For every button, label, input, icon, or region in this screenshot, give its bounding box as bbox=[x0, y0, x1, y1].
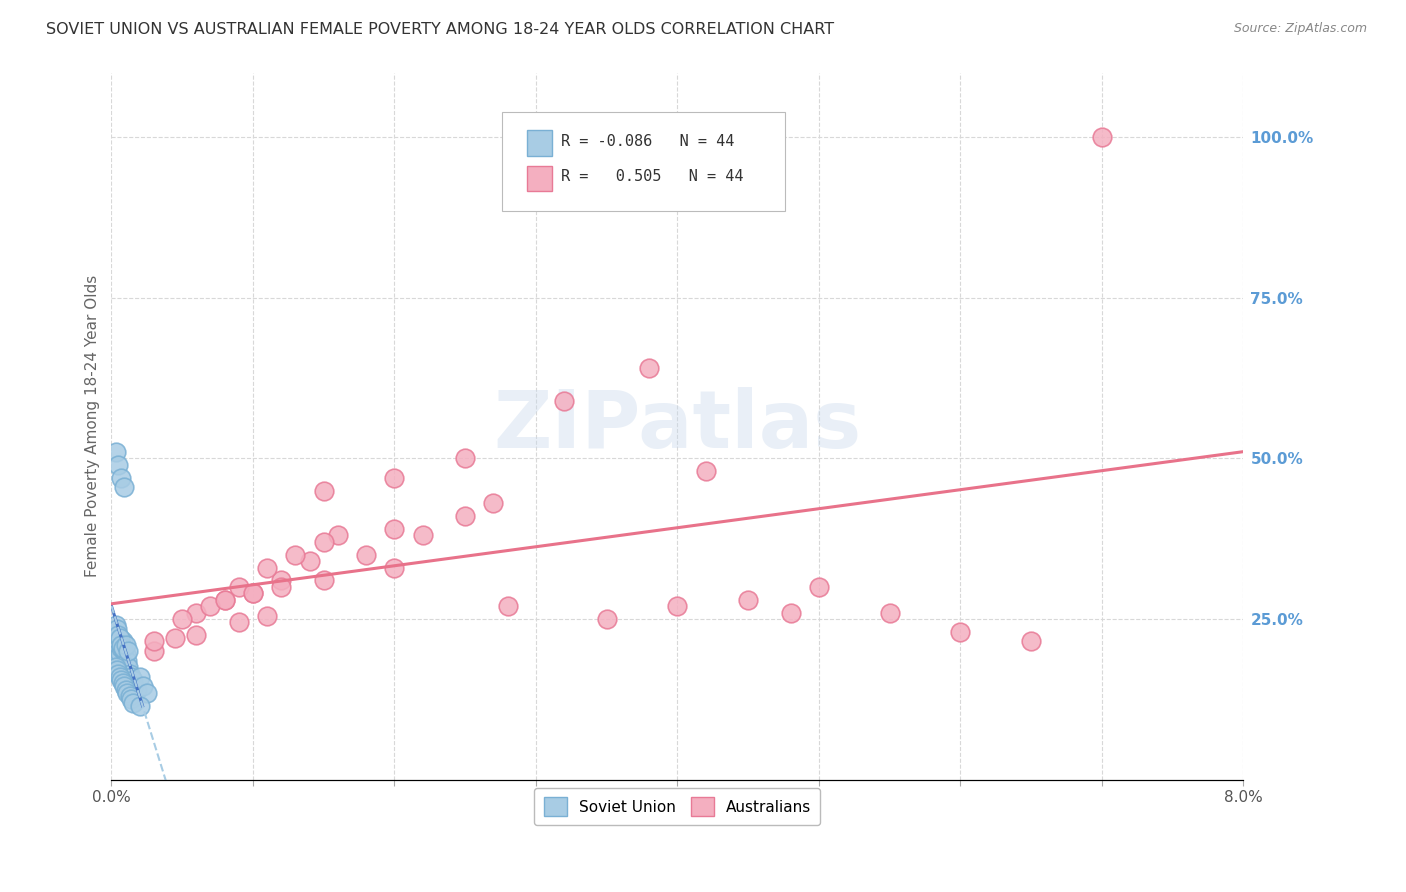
Point bbox=[120, 670, 142, 684]
Point bbox=[107, 666, 129, 681]
Point bbox=[228, 615, 250, 630]
Point bbox=[496, 599, 519, 614]
Point bbox=[242, 586, 264, 600]
Text: R = -0.086   N = 44: R = -0.086 N = 44 bbox=[561, 134, 734, 149]
Point bbox=[105, 664, 128, 678]
Point bbox=[112, 480, 135, 494]
Point bbox=[214, 592, 236, 607]
Point bbox=[638, 361, 661, 376]
Point bbox=[112, 680, 135, 694]
Text: ZIPatlas: ZIPatlas bbox=[494, 387, 862, 466]
Point bbox=[120, 692, 142, 706]
Point bbox=[384, 471, 406, 485]
Point bbox=[879, 606, 901, 620]
Point bbox=[104, 445, 127, 459]
Point bbox=[118, 666, 141, 681]
Point bbox=[107, 628, 129, 642]
Point bbox=[118, 689, 141, 703]
Bar bbox=[527, 166, 551, 191]
Point bbox=[105, 622, 128, 636]
Point bbox=[807, 580, 830, 594]
Point bbox=[142, 634, 165, 648]
Point bbox=[256, 608, 278, 623]
Point bbox=[186, 606, 208, 620]
Point bbox=[737, 592, 759, 607]
Point bbox=[165, 632, 187, 646]
Point bbox=[110, 471, 132, 485]
Point bbox=[128, 670, 150, 684]
Point bbox=[384, 522, 406, 536]
FancyBboxPatch shape bbox=[502, 112, 785, 211]
Text: R =   0.505   N = 44: R = 0.505 N = 44 bbox=[561, 169, 744, 185]
Point bbox=[114, 648, 136, 662]
Point bbox=[114, 682, 136, 697]
Point bbox=[326, 528, 349, 542]
Text: Source: ZipAtlas.com: Source: ZipAtlas.com bbox=[1233, 22, 1367, 36]
Point bbox=[666, 599, 689, 614]
Point bbox=[553, 393, 575, 408]
Point bbox=[384, 560, 406, 574]
Point bbox=[1019, 634, 1042, 648]
Point bbox=[228, 580, 250, 594]
Bar bbox=[527, 130, 551, 156]
Point bbox=[114, 638, 136, 652]
Point bbox=[110, 640, 132, 655]
Point bbox=[454, 451, 477, 466]
Point bbox=[108, 632, 131, 646]
Y-axis label: Female Poverty Among 18-24 Year Olds: Female Poverty Among 18-24 Year Olds bbox=[86, 275, 100, 577]
Point bbox=[103, 644, 125, 658]
Point bbox=[131, 680, 153, 694]
Point bbox=[200, 599, 222, 614]
Point bbox=[312, 483, 335, 498]
Point bbox=[104, 618, 127, 632]
Point bbox=[284, 548, 307, 562]
Point bbox=[412, 528, 434, 542]
Point bbox=[454, 509, 477, 524]
Point bbox=[105, 650, 128, 665]
Point bbox=[1091, 130, 1114, 145]
Point bbox=[172, 612, 194, 626]
Point bbox=[256, 560, 278, 574]
Legend: Soviet Union, Australians: Soviet Union, Australians bbox=[534, 788, 821, 825]
Point bbox=[111, 634, 134, 648]
Point bbox=[107, 654, 129, 668]
Point bbox=[482, 496, 505, 510]
Point bbox=[128, 698, 150, 713]
Point bbox=[270, 580, 292, 594]
Point bbox=[117, 644, 139, 658]
Point bbox=[596, 612, 619, 626]
Point bbox=[779, 606, 801, 620]
Point bbox=[186, 628, 208, 642]
Point bbox=[121, 673, 143, 687]
Point bbox=[112, 644, 135, 658]
Text: SOVIET UNION VS AUSTRALIAN FEMALE POVERTY AMONG 18-24 YEAR OLDS CORRELATION CHAR: SOVIET UNION VS AUSTRALIAN FEMALE POVERT… bbox=[46, 22, 835, 37]
Point bbox=[110, 673, 132, 687]
Point bbox=[214, 592, 236, 607]
Point bbox=[125, 682, 148, 697]
Point bbox=[142, 644, 165, 658]
Point bbox=[298, 554, 321, 568]
Point bbox=[108, 648, 131, 662]
Point bbox=[104, 648, 127, 662]
Point bbox=[270, 574, 292, 588]
Point bbox=[122, 680, 145, 694]
Point bbox=[108, 670, 131, 684]
Point bbox=[117, 660, 139, 674]
Point bbox=[135, 686, 157, 700]
Point bbox=[949, 624, 972, 639]
Point bbox=[107, 458, 129, 472]
Point bbox=[115, 686, 138, 700]
Point bbox=[111, 640, 134, 655]
Point bbox=[695, 464, 717, 478]
Point bbox=[104, 660, 127, 674]
Point bbox=[115, 654, 138, 668]
Point bbox=[312, 574, 335, 588]
Point bbox=[110, 638, 132, 652]
Point bbox=[111, 676, 134, 690]
Point bbox=[242, 586, 264, 600]
Point bbox=[121, 696, 143, 710]
Point bbox=[312, 535, 335, 549]
Point bbox=[354, 548, 377, 562]
